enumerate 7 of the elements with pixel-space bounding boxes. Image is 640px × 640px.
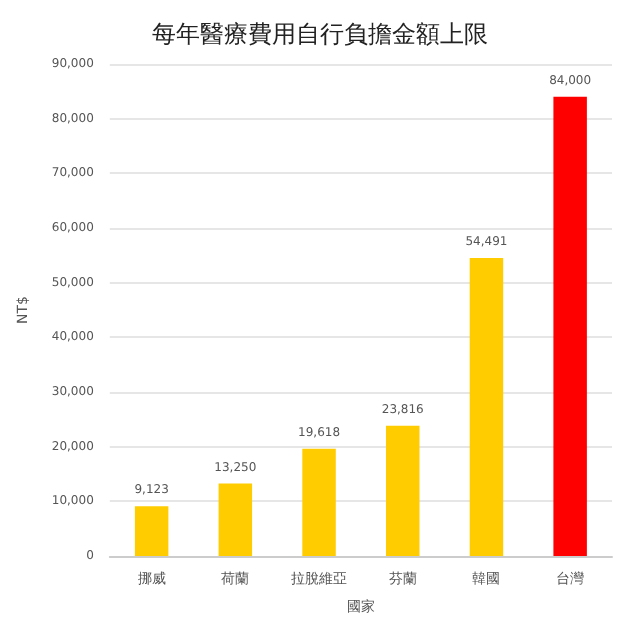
bar xyxy=(302,448,336,556)
bar xyxy=(469,258,504,556)
bar xyxy=(218,483,253,556)
bar xyxy=(386,425,420,556)
bar xyxy=(553,96,587,556)
bar xyxy=(134,506,169,556)
chart-title: 每年醫療費用自行負擔金額上限 xyxy=(152,20,488,48)
